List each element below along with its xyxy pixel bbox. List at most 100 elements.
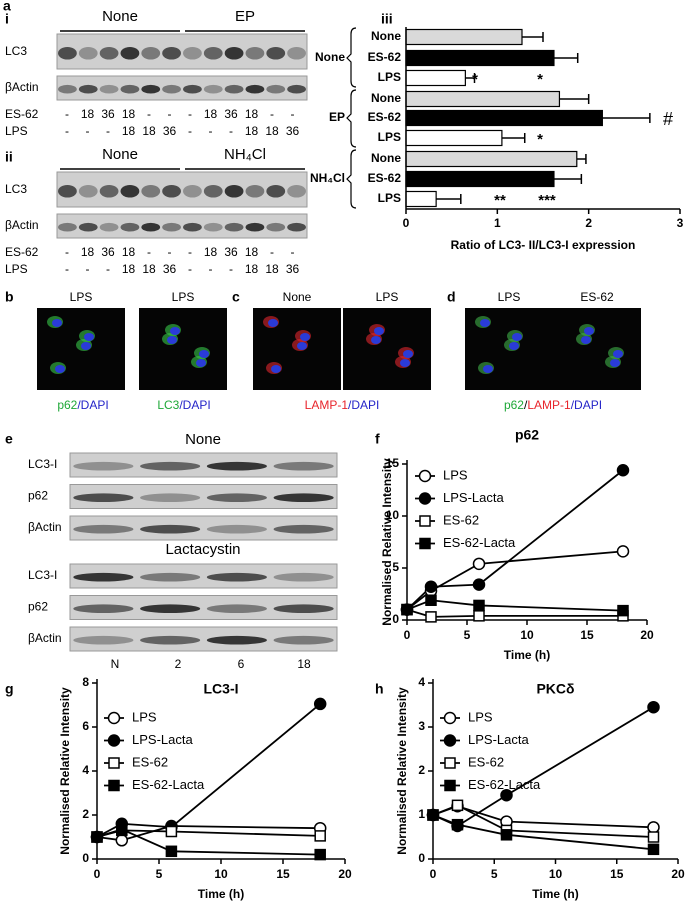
image-title: None xyxy=(283,290,312,304)
x-tick-label: 0 xyxy=(94,867,101,881)
bar xyxy=(405,49,555,67)
lane-label: - xyxy=(106,124,110,138)
lane-label: - xyxy=(209,262,213,276)
caption-part: / xyxy=(524,398,528,412)
caption-part: /DAPI xyxy=(571,398,602,412)
lane-label: - xyxy=(86,124,90,138)
x-tick-label: 0 xyxy=(403,216,410,230)
x-tick-label: 20 xyxy=(671,867,685,881)
category-label: LPS xyxy=(378,130,401,144)
blot-band xyxy=(245,84,265,94)
bar xyxy=(405,69,466,87)
image-caption: p62/LAMP-1/DAPI xyxy=(504,398,602,412)
lane-label: 36 xyxy=(163,262,177,276)
x-tick-label: 15 xyxy=(276,867,290,881)
series-line xyxy=(432,814,654,851)
category-label: ES-62 xyxy=(368,110,402,124)
image-title: LPS xyxy=(376,290,399,304)
x-tick-label: 10 xyxy=(520,628,534,642)
group-bracket xyxy=(346,27,357,88)
y-tick-label: 10 xyxy=(386,508,400,522)
lane-label: - xyxy=(147,107,151,121)
marker xyxy=(427,809,439,821)
x-axis-label: Ratio of LC3- II/LC3-I expression xyxy=(451,238,636,252)
lane-label: - xyxy=(168,245,172,259)
blot-band xyxy=(99,184,119,198)
marker xyxy=(314,848,326,861)
row-label: βActin xyxy=(28,631,62,645)
legend-label: LPS-Lacta xyxy=(132,732,193,747)
annotation: *** xyxy=(538,192,556,209)
nucleus xyxy=(610,359,620,367)
blot-band xyxy=(162,46,181,60)
lane-label: 18 xyxy=(265,124,279,138)
category-label: LPS xyxy=(378,191,401,205)
y-tick-label: 0 xyxy=(392,612,399,626)
x-axis-label: Time (h) xyxy=(504,648,550,662)
x-tick-label: 10 xyxy=(549,867,563,881)
nucleus xyxy=(512,333,522,341)
series-line xyxy=(406,469,624,611)
blot-band xyxy=(120,184,140,198)
block-title: None xyxy=(185,431,221,448)
legend-label: ES-62-Lacta xyxy=(443,535,516,550)
lane-label: 18 xyxy=(122,107,136,121)
group-bracket xyxy=(346,149,357,209)
blot-band xyxy=(58,222,77,232)
group-label: None xyxy=(315,50,345,64)
marker xyxy=(425,611,437,623)
legend-label: LPS-Lacta xyxy=(443,490,504,505)
micrograph xyxy=(139,308,227,390)
marker xyxy=(314,830,326,842)
blot-band xyxy=(287,46,306,60)
chart-title: p62 xyxy=(515,427,539,443)
y-axis-label: Normalised Relative Intensity xyxy=(58,687,72,855)
image-title: LPS xyxy=(70,290,93,304)
blot-band xyxy=(224,222,244,232)
micrograph xyxy=(343,308,431,390)
blot-band xyxy=(58,46,77,60)
blot-band xyxy=(73,461,134,471)
row-label: βActin xyxy=(5,80,39,94)
blot-band xyxy=(141,184,161,198)
blot-band xyxy=(78,184,98,198)
blot-band xyxy=(245,184,265,198)
y-tick-label: 2 xyxy=(82,807,89,821)
lane-label: 36 xyxy=(163,124,177,138)
legend-marker xyxy=(443,711,457,725)
marker xyxy=(647,821,660,834)
lane-header: None xyxy=(102,146,138,163)
row-label: p62 xyxy=(28,489,48,503)
blot-band xyxy=(78,84,98,94)
annotation: * xyxy=(472,71,478,88)
legend-label: ES-62-Lacta xyxy=(132,777,205,792)
blot-band xyxy=(141,84,161,94)
x-tick-label: 3 xyxy=(677,216,684,230)
blot-band xyxy=(203,46,223,60)
nucleus xyxy=(371,336,381,344)
nucleus xyxy=(55,365,65,373)
blot-band xyxy=(206,493,267,503)
series-line xyxy=(406,599,624,612)
legend-marker xyxy=(107,711,121,725)
blot-band xyxy=(120,222,140,232)
blot-band xyxy=(73,635,134,645)
marker xyxy=(425,594,437,606)
blot-band xyxy=(206,572,267,582)
y-tick-label: 15 xyxy=(386,456,400,470)
blot-band xyxy=(266,222,286,232)
blot-band xyxy=(273,572,334,582)
blot-band xyxy=(266,84,286,94)
legend-marker xyxy=(443,734,457,747)
lane-label: - xyxy=(270,107,274,121)
blot-band xyxy=(162,184,181,198)
blot-band xyxy=(141,46,161,60)
series-line xyxy=(406,550,624,611)
blot-band xyxy=(73,524,134,534)
marker xyxy=(616,545,630,558)
lane-label: - xyxy=(229,262,233,276)
blot-band xyxy=(206,604,267,614)
y-tick-label: 6 xyxy=(82,719,89,733)
lane-label: 18 xyxy=(122,124,136,138)
